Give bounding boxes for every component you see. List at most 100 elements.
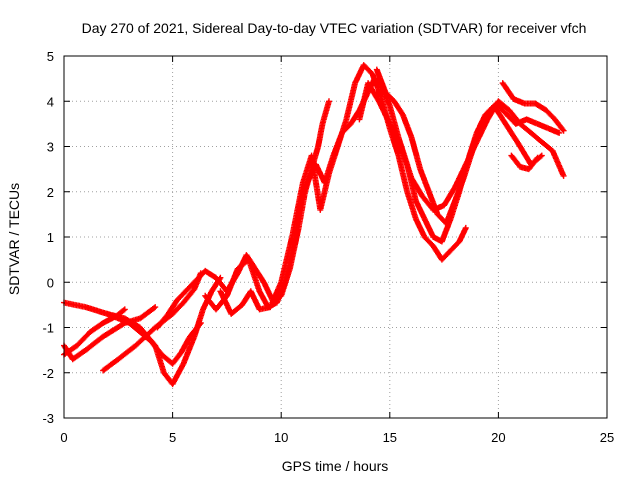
data-point-segment [319, 98, 332, 127]
data-series [61, 62, 567, 388]
data-point-segment [69, 348, 88, 363]
data-point-segment [154, 312, 171, 331]
data-point-segment [169, 350, 184, 367]
data-point-segment [528, 129, 544, 144]
data-point-segment [551, 116, 567, 134]
y-tick-label: 1 [47, 230, 54, 245]
data-point-segment [469, 122, 484, 154]
data-point-segment [352, 63, 367, 87]
data-point-segment [100, 320, 127, 340]
data-point-segment [443, 199, 458, 227]
y-tick-label: -1 [42, 321, 54, 336]
data-point-segment [326, 145, 341, 177]
data-point-segment [499, 116, 514, 135]
data-point-segment [267, 280, 284, 311]
data-point-segment [532, 100, 548, 113]
y-axis-title: SDTVAR / TECUs [6, 183, 22, 295]
series-track-11 [373, 66, 563, 227]
data-point-segment [317, 172, 332, 213]
data-point-segment [173, 289, 188, 304]
data-point-segment [373, 66, 388, 94]
data-point-segment [165, 298, 180, 317]
data-point-segment [100, 357, 120, 374]
data-point-segment [452, 176, 467, 204]
x-tick-label: 5 [169, 430, 176, 445]
data-point-segment [382, 89, 397, 104]
data-point-segment [137, 304, 159, 322]
data-point-segment [282, 240, 297, 286]
data-point-segment [247, 288, 262, 311]
data-point-segment [278, 235, 295, 286]
data-point-segment [549, 148, 567, 179]
data-point-segment [273, 280, 288, 306]
data-point-segment [202, 292, 219, 312]
data-point-segment [517, 143, 534, 167]
data-point-segment [115, 343, 138, 363]
data-point-segment [425, 188, 440, 216]
data-point-segment [386, 102, 402, 139]
data-point-segment [169, 362, 186, 388]
data-point-segment [213, 274, 229, 294]
x-tick-label: 15 [383, 430, 397, 445]
data-point-segment [438, 248, 453, 263]
x-tick-label: 10 [274, 430, 288, 445]
data-point-segment [538, 139, 555, 153]
data-point-segment [252, 265, 266, 284]
data-point-segment [404, 188, 419, 221]
data-point-segment [419, 193, 436, 212]
data-point-segment [543, 107, 557, 122]
series-track-5 [104, 274, 224, 388]
data-point-segment [478, 108, 492, 127]
data-point-segment [223, 267, 241, 299]
y-tick-label: -3 [42, 411, 54, 426]
data-point-segment [441, 185, 458, 209]
data-point-segment [421, 234, 436, 248]
data-point-segment [417, 166, 432, 194]
data-point-segment [495, 102, 509, 117]
y-tick-label: 5 [47, 49, 54, 64]
data-point-segment [360, 62, 375, 76]
series-track-13 [508, 152, 541, 173]
data-point-segment [421, 215, 436, 239]
data-point-segment [82, 304, 109, 317]
chart-title: Day 270 of 2021, Sidereal Day-to-day VTE… [82, 20, 587, 36]
x-tick-label: 20 [491, 430, 505, 445]
x-tick-label: 0 [60, 430, 67, 445]
y-tick-label: 2 [47, 185, 54, 200]
data-point-segment [412, 197, 427, 221]
data-point-segment [334, 117, 349, 150]
data-point-segment [169, 300, 186, 317]
data-point-segment [191, 307, 206, 340]
data-point-segment [525, 154, 541, 173]
data-point-segment [343, 81, 358, 123]
data-point-segment [245, 256, 262, 293]
data-point-segment [121, 315, 142, 330]
data-point-segment [447, 239, 462, 254]
x-axis-title: GPS time / hours [282, 458, 389, 474]
data-point-segment [260, 279, 275, 302]
x-tick-label: 25 [600, 430, 614, 445]
data-point-segment [180, 335, 197, 367]
data-point-segment [508, 129, 523, 149]
y-tick-label: 4 [47, 94, 54, 109]
data-point-segment [82, 334, 105, 354]
data-point-segment [375, 98, 393, 126]
data-point-segment [495, 98, 512, 113]
axis-ticks: 0 5 10 15 20 25 -3 -2 -1 0 1 2 3 4 5 [42, 49, 614, 445]
y-tick-label: 3 [47, 140, 54, 155]
series-track-8 [217, 62, 469, 317]
data-point-segment [508, 152, 523, 169]
data-point-segment [456, 224, 469, 245]
data-point-segment [545, 125, 563, 136]
data-point-segment [256, 288, 271, 309]
data-point-segment [74, 330, 92, 349]
data-point-segment [180, 287, 197, 306]
data-point-segment [499, 80, 516, 101]
data-point-segment [228, 302, 244, 317]
data-point-segment [152, 342, 167, 375]
data-point-segment [412, 215, 427, 239]
data-point-segment [391, 98, 405, 117]
data-point-segment [182, 280, 197, 295]
data-point-segment [408, 134, 423, 171]
